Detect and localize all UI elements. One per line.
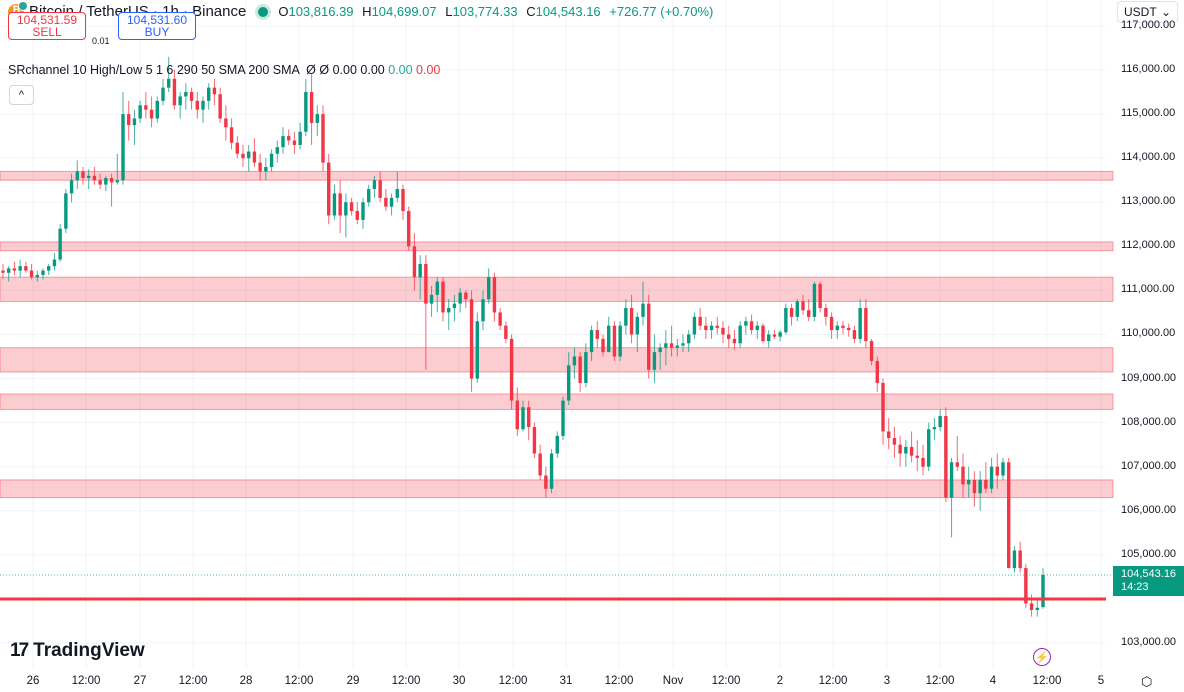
buy-button[interactable]: 104,531.60 BUY (118, 12, 196, 40)
price-tick-label: 108,000.00 (1121, 415, 1177, 428)
currency-select[interactable]: USDT ⌄ (1117, 1, 1178, 23)
time-tick-label: 12:00 (711, 675, 741, 687)
time-tick-label: 4 (989, 675, 997, 687)
tradingview-logo[interactable]: 17 TradingView (10, 640, 145, 662)
last-price: 104,543.16 (1121, 568, 1177, 580)
market-open-icon (258, 6, 269, 17)
indicator-title: SRchannel 10 High/Low 5 1 6 290 50 SMA 2… (8, 63, 300, 77)
price-tick-label: 110,000.00 (1121, 327, 1176, 340)
indicator-value: 0.00 (332, 63, 357, 77)
time-tick-label: 2 (776, 675, 784, 687)
price-tick-label: 112,000.00 (1121, 239, 1176, 252)
high-label: H (362, 4, 372, 19)
time-tick-label: 12:00 (818, 675, 848, 687)
sell-button[interactable]: 104,531.59 SELL (8, 12, 86, 40)
low-value: 103,774.33 (452, 4, 518, 19)
lightning-icon[interactable]: ⚡ (1033, 648, 1051, 666)
time-tick-label: 12:00 (178, 675, 208, 687)
symbol-header: ₿ Bitcoin / TetherUS · 1h · Binance O103… (8, 0, 718, 20)
indicator-value: 0.00 (360, 63, 385, 77)
price-tick-label: 111,000.00 (1121, 283, 1175, 296)
low-label: L (445, 4, 453, 19)
price-tick-label: 103,000.00 (1121, 636, 1177, 649)
chevron-up-icon: ^ (18, 89, 25, 101)
chevron-down-icon: ⌄ (1160, 5, 1171, 19)
ohlc-values: O103,816.39 H104,699.07 L103,774.33 C104… (278, 4, 718, 19)
indicator-value: 0.00 (388, 63, 413, 77)
logo-text: TradingView (33, 640, 145, 661)
time-tick-label: 12:00 (925, 675, 955, 687)
indicator-value: 0.00 (416, 63, 441, 77)
high-value: 104,699.07 (371, 4, 437, 19)
open-label: O (278, 4, 289, 19)
price-tick-label: 106,000.00 (1121, 503, 1177, 516)
price-tick-label: 109,000.00 (1121, 371, 1177, 384)
settings-icon[interactable]: ⬡ (1141, 674, 1153, 689)
price-tick-label: 113,000.00 (1121, 195, 1176, 208)
tradingview-logo-icon: 17 (10, 640, 29, 661)
collapse-legend-button[interactable]: ^ (9, 85, 34, 105)
indicator-symbol: Ø (319, 63, 330, 77)
sell-price: 104,531.59 (16, 13, 78, 27)
close-value: 104,543.16 (535, 4, 601, 19)
time-tick-label: 3 (883, 675, 891, 687)
price-tick-label: 114,000.00 (1121, 151, 1176, 164)
close-label: C (526, 4, 536, 19)
time-tick-label: 12:00 (604, 675, 634, 687)
price-tick-label: 105,000.00 (1121, 547, 1177, 560)
time-tick-label: 12:00 (284, 675, 314, 687)
change-value: +726.77 (+0.70%) (609, 4, 714, 19)
time-tick-label: Nov (662, 675, 684, 687)
sell-label: SELL (32, 25, 62, 39)
time-tick-label: 28 (239, 675, 253, 687)
time-tick-label: 12:00 (498, 675, 528, 687)
spread-value: 0.01 (92, 36, 110, 46)
price-tick-label: 117,000.00 (1121, 18, 1176, 31)
price-tick-label: 115,000.00 (1121, 107, 1176, 120)
time-tick-label: 12:00 (71, 675, 101, 687)
time-tick-label: 26 (26, 675, 40, 687)
time-tick-label: 30 (452, 675, 466, 687)
currency-value: USDT (1124, 5, 1157, 19)
time-tick-label: 27 (133, 675, 147, 687)
last-price-tag: 104,543.16 14:23 (1113, 566, 1184, 596)
bar-countdown: 14:23 (1121, 581, 1149, 593)
buy-price: 104,531.60 (126, 13, 188, 27)
price-tick-label: 116,000.00 (1121, 63, 1176, 75)
time-tick-label: 31 (559, 675, 573, 687)
time-tick-label: 5 (1097, 675, 1105, 687)
indicator-legend[interactable]: SRchannel 10 High/Low 5 1 6 290 50 SMA 2… (8, 63, 440, 77)
time-tick-label: 29 (346, 675, 360, 687)
open-value: 103,816.39 (288, 4, 354, 19)
time-tick-label: 12:00 (391, 675, 421, 687)
buy-label: BUY (144, 25, 170, 39)
price-tick-label: 107,000.00 (1121, 459, 1177, 472)
indicator-symbol: Ø (306, 63, 316, 77)
time-tick-label: 12:00 (1032, 675, 1062, 687)
